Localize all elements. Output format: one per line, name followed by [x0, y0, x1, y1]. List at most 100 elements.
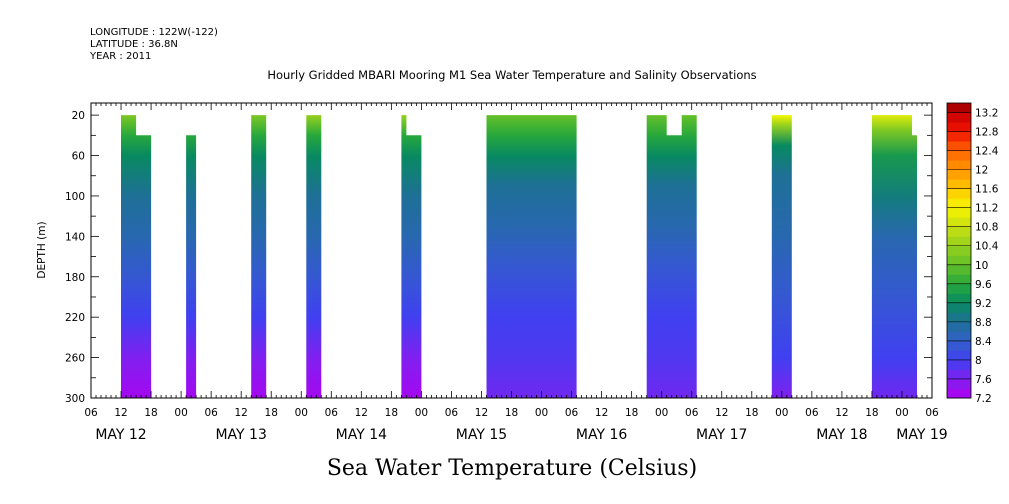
x-tick-label: 12	[114, 407, 127, 419]
x-tick-label: 06	[805, 407, 819, 419]
colorbar-band	[947, 150, 971, 161]
colorbar-band	[947, 283, 971, 294]
x-tick-label: 12	[595, 407, 608, 419]
day-label: MAY 19	[896, 427, 947, 443]
colorbar-band	[947, 226, 971, 237]
x-tick-label: 00	[655, 407, 668, 419]
x-tick-label: 12	[355, 407, 368, 419]
colorbar-band	[947, 350, 971, 361]
colorbar-band	[947, 302, 971, 313]
day-label: MAY 12	[95, 427, 146, 443]
x-tick-label: 06	[565, 407, 579, 419]
x-tick-label: 18	[865, 407, 878, 419]
colorbar-tick-label: 7.2	[975, 393, 992, 405]
x-tick-label: 18	[265, 407, 278, 419]
colorbar-band	[947, 255, 971, 266]
colorbar-band	[947, 236, 971, 247]
colorbar-band	[947, 331, 971, 342]
colorbar-tick-label: 13.2	[975, 108, 998, 120]
colorbar-band	[947, 207, 971, 218]
colorbar-band	[947, 103, 971, 114]
x-tick-label: 18	[144, 407, 157, 419]
colorbar-tick-label: 11.2	[975, 203, 998, 215]
x-tick-label: 06	[685, 407, 699, 419]
y-tick-label: 60	[72, 151, 85, 163]
colorbar-tick-label: 9.2	[975, 298, 992, 310]
x-tick-label: 12	[835, 407, 848, 419]
y-tick-label: 140	[65, 231, 85, 243]
x-tick-label: 00	[415, 407, 428, 419]
x-tick-label: 12	[475, 407, 488, 419]
colorbar-tick-label: 10	[975, 260, 988, 272]
colorbar-band	[947, 169, 971, 180]
data-block	[306, 115, 322, 398]
x-tick-label: 06	[925, 407, 939, 419]
y-tick-label: 220	[65, 312, 85, 324]
x-tick-label: 18	[625, 407, 638, 419]
colorbar-tick-label: 11.6	[975, 184, 999, 196]
day-label: MAY 18	[816, 427, 867, 443]
variable-title: Sea Water Temperature (Celsius)	[327, 456, 697, 481]
x-tick-label: 06	[325, 407, 339, 419]
colorbar-tick-label: 8	[975, 355, 982, 367]
y-tick-label: 300	[65, 393, 85, 405]
colorbar-band	[947, 179, 971, 190]
colorbar-tick-label: 7.6	[975, 374, 992, 386]
data-block	[771, 115, 792, 398]
colorbar-band	[947, 293, 971, 304]
x-tick-label: 18	[385, 407, 398, 419]
data-block	[871, 115, 917, 398]
x-tick-label: 18	[505, 407, 518, 419]
colorbar-band	[947, 321, 971, 332]
colorbar-tick-label: 12	[975, 165, 988, 177]
colorbar-band	[947, 131, 971, 142]
colorbar-tick-label: 8.8	[975, 317, 992, 329]
latitude-label: LATITUDE : 36.8N	[90, 39, 178, 50]
x-tick-label: 00	[895, 407, 908, 419]
chart-title: Hourly Gridded MBARI Mooring M1 Sea Wate…	[267, 68, 756, 82]
data-block	[186, 135, 197, 399]
x-tick-label: 18	[745, 407, 758, 419]
data-block	[251, 115, 267, 398]
data-block	[401, 115, 422, 398]
data-block	[486, 115, 577, 398]
axes: 06 12 18 00 06 12 18 00 06 12 18 00 06 12 18 00 06 12 18 00…	[65, 102, 948, 443]
x-tick-label: 00	[295, 407, 308, 419]
y-tick-label: 260	[65, 353, 85, 365]
x-tick-label: 06	[84, 407, 98, 419]
colorbar-tick-label: 9.6	[975, 279, 992, 291]
y-tick-label: 100	[65, 191, 85, 203]
x-tick-label: 00	[775, 407, 788, 419]
plot-area	[121, 115, 917, 399]
colorbar-band	[947, 312, 971, 323]
x-tick-label: 00	[535, 407, 548, 419]
colorbar-band	[947, 369, 971, 380]
colorbar-tick-label: 10.8	[975, 222, 998, 234]
colorbar-band	[947, 188, 971, 199]
day-label: MAY 15	[456, 427, 507, 443]
day-label: MAY 16	[576, 427, 627, 443]
colorbar-band	[947, 245, 971, 256]
year-label: YEAR : 2011	[89, 51, 151, 62]
colorbar-band	[947, 264, 971, 275]
data-block	[646, 115, 697, 398]
colorbar-band	[947, 274, 971, 285]
colorbar-tick-label: 8.4	[975, 336, 992, 348]
colorbar-tick-label: 12.8	[975, 127, 998, 139]
colorbar-band	[947, 340, 971, 351]
colorbar-band	[947, 122, 971, 133]
x-tick-label: 06	[204, 407, 218, 419]
colorbar-band	[947, 160, 971, 171]
data-block	[121, 115, 152, 398]
colorbar-band	[947, 388, 971, 399]
y-tick-label: 20	[72, 110, 85, 122]
x-tick-label: 00	[174, 407, 187, 419]
colorbar-band	[947, 112, 971, 123]
colorbar-band	[947, 378, 971, 389]
colorbar-tick-label: 12.4	[975, 146, 999, 158]
day-label: MAY 14	[336, 427, 387, 443]
x-tick-label: 12	[715, 407, 728, 419]
day-label: MAY 17	[696, 427, 747, 443]
x-tick-label: 12	[234, 407, 247, 419]
